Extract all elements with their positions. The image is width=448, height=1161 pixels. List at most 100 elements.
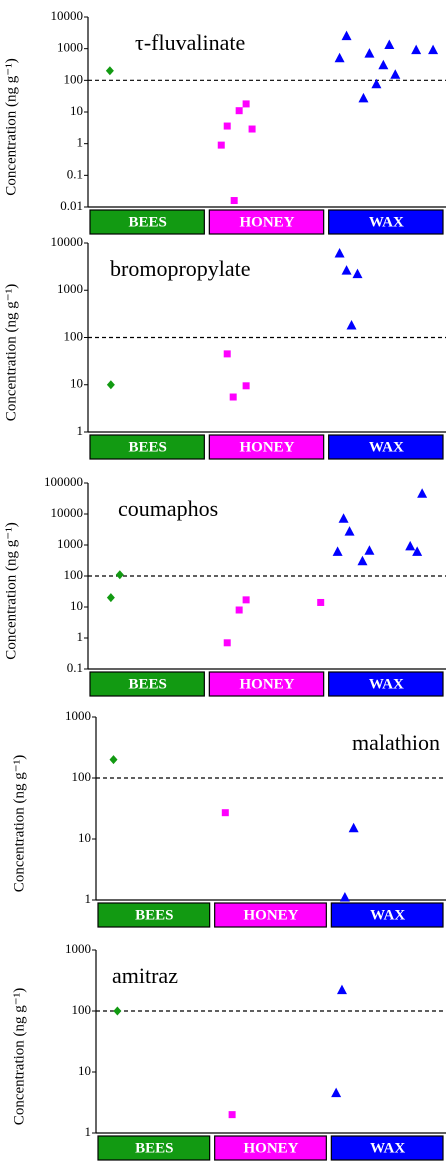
- data-point: [352, 268, 363, 279]
- group-label: BEES: [128, 676, 166, 692]
- data-point: [348, 822, 359, 833]
- group-label: BEES: [128, 439, 166, 455]
- group-box: [208, 209, 325, 235]
- y-tick-label: 10: [70, 376, 83, 391]
- y-axis-label: Concentration (ng g⁻¹): [11, 988, 27, 1125]
- y-axis-label: Concentration (ng g⁻¹): [3, 522, 19, 659]
- data-point: [230, 197, 238, 205]
- group-box: [89, 434, 205, 460]
- group-box: [208, 434, 325, 460]
- data-point: [341, 30, 352, 41]
- y-tick-label: 10: [78, 1063, 91, 1078]
- y-tick-label: 1000: [65, 708, 91, 723]
- y-tick-label: 1000: [57, 40, 83, 55]
- y-axis-label: Concentration (ng g⁻¹): [3, 284, 19, 421]
- group-label: WAX: [369, 214, 404, 230]
- group-label: WAX: [369, 676, 404, 692]
- group-label: WAX: [370, 907, 405, 923]
- data-point: [390, 69, 401, 79]
- y-tick-label: 10000: [51, 234, 84, 249]
- group-label: WAX: [369, 439, 404, 455]
- y-tick-label: 100: [64, 328, 84, 343]
- data-point: [378, 59, 389, 70]
- group-label: HONEY: [243, 1140, 298, 1156]
- group-box: [97, 1135, 211, 1161]
- data-point: [106, 380, 115, 390]
- y-tick-label: 1000: [65, 941, 91, 956]
- y-tick-label: 1000: [57, 536, 83, 551]
- y-tick-label: 10: [78, 830, 91, 845]
- data-point: [428, 44, 439, 55]
- panel-title: amitraz: [112, 963, 178, 988]
- group-label: BEES: [135, 907, 173, 923]
- data-point: [384, 39, 395, 50]
- data-point: [223, 122, 231, 130]
- y-axis-label: Concentration (ng g⁻¹): [11, 755, 27, 892]
- data-point: [417, 488, 428, 498]
- group-box: [328, 434, 444, 460]
- group-box: [89, 209, 205, 235]
- data-point: [334, 52, 345, 63]
- data-point: [242, 382, 250, 390]
- data-point: [371, 78, 382, 89]
- y-tick-label: 0.01: [60, 198, 83, 213]
- panel-title: τ-fluvalinate: [135, 30, 245, 55]
- data-point: [357, 555, 368, 566]
- y-tick-label: 10: [70, 103, 83, 118]
- group-box: [328, 209, 444, 235]
- data-point: [115, 570, 124, 580]
- data-point: [235, 107, 243, 115]
- data-point: [105, 66, 114, 76]
- data-point: [113, 1006, 122, 1016]
- data-point: [338, 513, 349, 523]
- group-box: [330, 902, 444, 928]
- data-point: [229, 393, 237, 401]
- data-point: [235, 606, 243, 614]
- y-tick-label: 1: [77, 629, 84, 644]
- data-point: [358, 92, 369, 103]
- data-point: [341, 265, 352, 275]
- group-label: BEES: [128, 214, 166, 230]
- y-tick-label: 100000: [44, 474, 83, 489]
- data-point: [412, 546, 423, 556]
- group-label: HONEY: [239, 214, 294, 230]
- data-point: [217, 141, 225, 149]
- data-point: [221, 809, 229, 817]
- group-box: [328, 671, 444, 697]
- y-tick-label: 1: [85, 891, 92, 906]
- data-point: [405, 540, 416, 551]
- y-tick-label: 100: [64, 71, 84, 86]
- data-point: [242, 100, 250, 108]
- data-point: [109, 755, 118, 765]
- y-tick-label: 1000: [57, 281, 83, 296]
- data-point: [364, 48, 375, 58]
- data-point: [339, 891, 350, 902]
- data-point: [336, 984, 347, 995]
- data-point: [223, 639, 231, 647]
- group-label: BEES: [135, 1140, 173, 1156]
- y-tick-label: 0.1: [67, 166, 83, 181]
- group-label: HONEY: [239, 676, 294, 692]
- group-box: [214, 1135, 327, 1161]
- y-tick-label: 10000: [51, 505, 84, 520]
- y-tick-label: 1: [77, 423, 84, 438]
- y-tick-label: 1: [77, 135, 84, 150]
- group-box: [97, 902, 211, 928]
- y-tick-label: 10: [70, 598, 83, 613]
- group-label: HONEY: [239, 439, 294, 455]
- group-box: [208, 671, 325, 697]
- y-tick-label: 100: [64, 567, 84, 582]
- data-point: [344, 526, 355, 536]
- panel-title: coumaphos: [118, 496, 218, 521]
- y-tick-label: 100: [72, 769, 92, 784]
- y-axis-label: Concentration (ng g⁻¹): [3, 58, 19, 195]
- data-point: [223, 350, 231, 358]
- data-point: [331, 1087, 342, 1098]
- data-point: [242, 596, 250, 604]
- data-point: [248, 125, 256, 133]
- data-point: [334, 247, 345, 258]
- group-box: [330, 1135, 444, 1161]
- y-tick-label: 0.1: [67, 660, 83, 675]
- data-point: [364, 545, 375, 555]
